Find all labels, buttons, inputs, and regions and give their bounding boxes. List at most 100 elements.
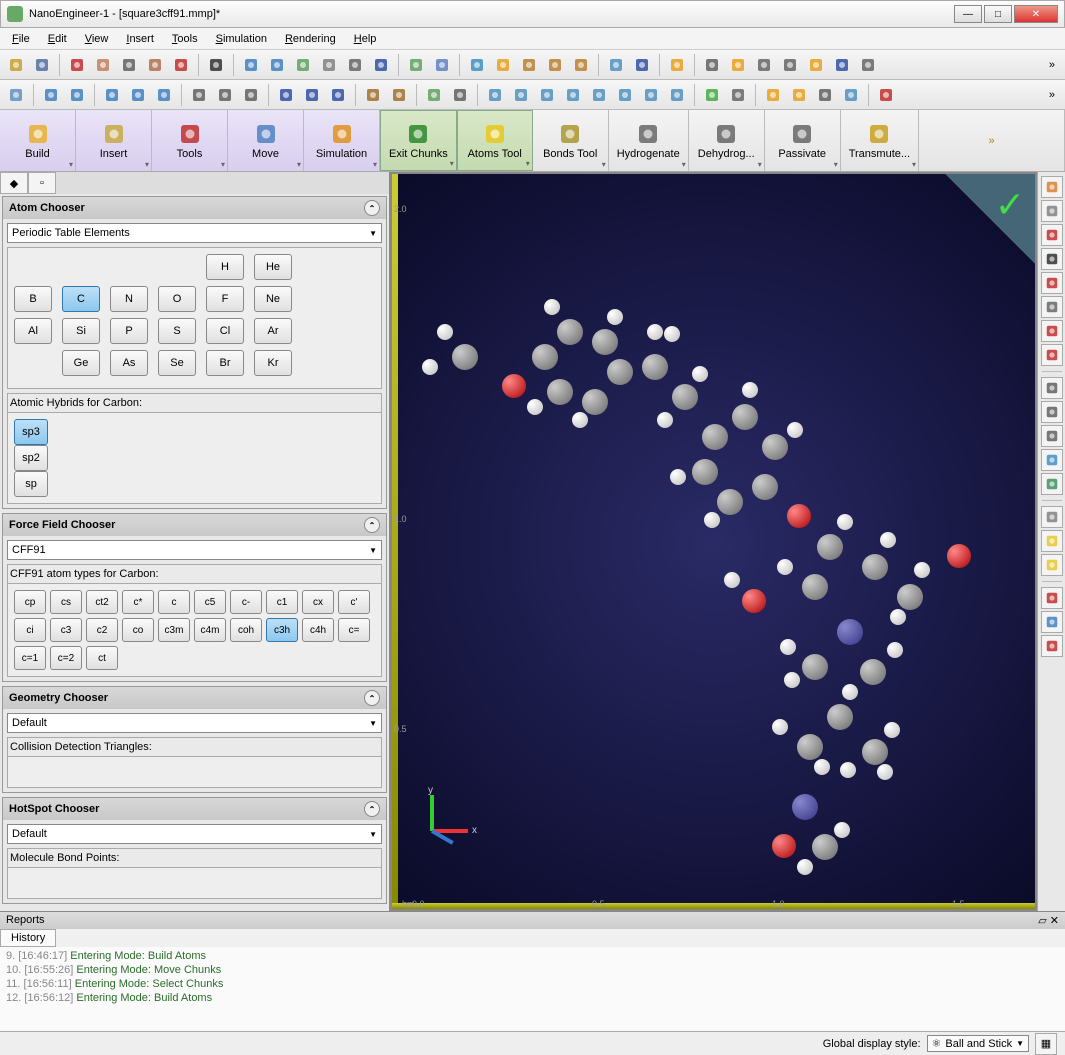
toolbar-button[interactable] [448, 83, 472, 107]
atom[interactable] [582, 389, 608, 415]
toolbar-button[interactable] [361, 83, 385, 107]
atom[interactable] [897, 584, 923, 610]
atom[interactable] [772, 834, 796, 858]
atomtype-c3h[interactable]: c3h [266, 618, 298, 642]
atom[interactable] [787, 422, 803, 438]
toolbar-button[interactable] [117, 53, 141, 77]
toolbar-button[interactable] [213, 83, 237, 107]
right-toolbar-button[interactable] [1041, 176, 1063, 198]
toolbar-button[interactable] [543, 53, 567, 77]
element-H[interactable]: H [206, 254, 244, 280]
element-P[interactable]: P [110, 318, 148, 344]
element-He[interactable]: He [254, 254, 292, 280]
atom[interactable] [880, 532, 896, 548]
toolbar-button[interactable] [726, 83, 750, 107]
atomtype-cx[interactable]: cx [302, 590, 334, 614]
toolbar-button[interactable] [839, 83, 863, 107]
element-Kr[interactable]: Kr [254, 350, 292, 376]
toolbar-button[interactable] [517, 53, 541, 77]
collapse-icon[interactable]: ⌃ [364, 690, 380, 706]
atom[interactable] [642, 354, 668, 380]
right-toolbar-button[interactable] [1041, 401, 1063, 423]
right-toolbar-button[interactable] [1041, 344, 1063, 366]
atom[interactable] [762, 434, 788, 460]
atomtype-ci[interactable]: ci [14, 618, 46, 642]
atomtype-c3m[interactable]: c3m [158, 618, 190, 642]
toolbar-button[interactable] [752, 53, 776, 77]
atom[interactable] [887, 642, 903, 658]
atom[interactable] [827, 704, 853, 730]
toolbar-button[interactable] [830, 53, 854, 77]
element-Al[interactable]: Al [14, 318, 52, 344]
atomtype-c-[interactable]: c- [230, 590, 262, 614]
atom[interactable] [647, 324, 663, 340]
right-toolbar-button[interactable] [1041, 587, 1063, 609]
ribbon-passivate[interactable]: Passivate▾ [765, 110, 841, 171]
ribbon-bonds-tool[interactable]: Bonds Tool▾ [533, 110, 609, 171]
toolbar-button[interactable] [291, 53, 315, 77]
toolbar-button[interactable] [587, 83, 611, 107]
collapse-icon[interactable]: ⌃ [364, 801, 380, 817]
toolbar-button[interactable] [430, 53, 454, 77]
atom[interactable] [572, 412, 588, 428]
toolbar-button[interactable] [39, 83, 63, 107]
toolbar-button[interactable] [665, 53, 689, 77]
atomtype-co[interactable]: co [122, 618, 154, 642]
atomtype-c3[interactable]: c3 [50, 618, 82, 642]
atomtype-c'[interactable]: c' [338, 590, 370, 614]
menu-view[interactable]: View [77, 31, 117, 47]
right-toolbar-button[interactable] [1041, 506, 1063, 528]
toolbar-button[interactable] [91, 53, 115, 77]
toolbar-button[interactable] [404, 53, 428, 77]
ff-dropdown[interactable]: CFF91▼ [7, 540, 382, 560]
atom[interactable] [452, 344, 478, 370]
toolbar-button[interactable] [700, 83, 724, 107]
toolbar-button[interactable] [204, 53, 228, 77]
atom[interactable] [817, 534, 843, 560]
menu-file[interactable]: File [4, 31, 38, 47]
atom[interactable] [787, 504, 811, 528]
toolbar-button[interactable] [700, 53, 724, 77]
atom[interactable] [860, 659, 886, 685]
element-Ge[interactable]: Ge [62, 350, 100, 376]
atomtype-coh[interactable]: coh [230, 618, 262, 642]
toolbar-button[interactable] [422, 83, 446, 107]
atom[interactable] [607, 309, 623, 325]
atom[interactable] [834, 822, 850, 838]
status-button[interactable]: ▦ [1035, 1033, 1057, 1055]
toolbar-button[interactable] [761, 83, 785, 107]
element-Ar[interactable]: Ar [254, 318, 292, 344]
atomtype-cp[interactable]: cp [14, 590, 46, 614]
element-Cl[interactable]: Cl [206, 318, 244, 344]
toolbar-button[interactable] [4, 53, 28, 77]
ribbon-hydrogenate[interactable]: Hydrogenate▾ [609, 110, 689, 171]
right-toolbar-button[interactable] [1041, 449, 1063, 471]
maximize-button[interactable]: □ [984, 5, 1012, 23]
toolbar-button[interactable] [343, 53, 367, 77]
atomtype-c4m[interactable]: c4m [194, 618, 226, 642]
right-toolbar-button[interactable] [1041, 200, 1063, 222]
toolbar-button[interactable] [874, 83, 898, 107]
toolbar-button[interactable] [804, 53, 828, 77]
atom[interactable] [890, 609, 906, 625]
toolbar-button[interactable] [4, 83, 28, 107]
atom[interactable] [544, 299, 560, 315]
element-F[interactable]: F [206, 286, 244, 312]
atom[interactable] [742, 589, 766, 613]
toolbar-button[interactable] [630, 53, 654, 77]
right-toolbar-button[interactable] [1041, 320, 1063, 342]
toolbar-button[interactable] [665, 83, 689, 107]
element-Si[interactable]: Si [62, 318, 100, 344]
atom[interactable] [842, 684, 858, 700]
atomtype-c=2[interactable]: c=2 [50, 646, 82, 670]
collapse-icon[interactable]: ⌃ [364, 200, 380, 216]
toolbar-button[interactable] [856, 53, 880, 77]
toolbar-button[interactable] [778, 53, 802, 77]
toolbar-button[interactable] [726, 53, 750, 77]
atom[interactable] [437, 324, 453, 340]
element-B[interactable]: B [14, 286, 52, 312]
atom[interactable] [812, 834, 838, 860]
element-dropdown[interactable]: Periodic Table Elements▼ [7, 223, 382, 243]
menu-simulation[interactable]: Simulation [208, 31, 275, 47]
menu-rendering[interactable]: Rendering [277, 31, 344, 47]
